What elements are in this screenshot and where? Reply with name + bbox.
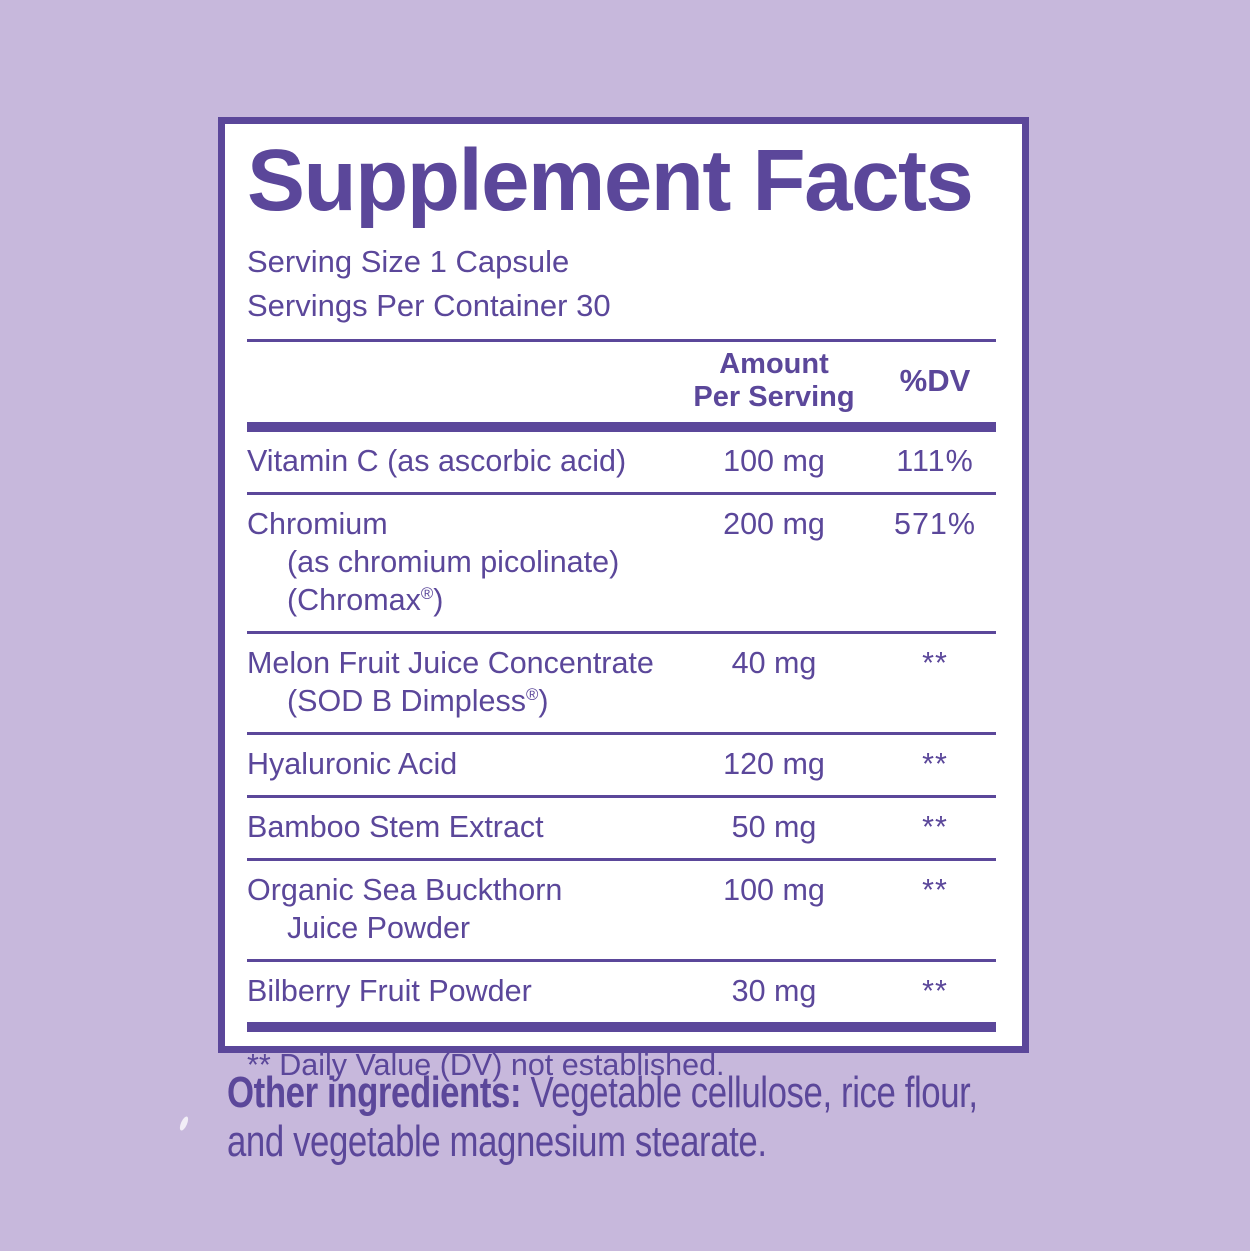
- other-ingredients-label: Other ingredients:: [227, 1068, 522, 1117]
- ingredient-daily-value: **: [922, 747, 948, 781]
- ingredient-daily-value: **: [922, 646, 948, 680]
- print-artifact-mark: [178, 1115, 190, 1132]
- other-ingredients-line-2: and vegetable magnesium stearate.: [227, 1117, 767, 1166]
- ingredient-name-line: Melon Fruit Juice Concentrate: [247, 646, 654, 680]
- rule-above-header: [247, 339, 996, 342]
- table-row: Melon Fruit Juice Concentrate (SOD B Dimp…: [247, 634, 996, 735]
- table-row: Vitamin C (as ascorbic acid) 100 mg 111%: [247, 432, 996, 495]
- ingredient-amount: 100 mg: [723, 444, 825, 478]
- ingredient-name: Bilberry Fruit Powder: [247, 972, 674, 1010]
- ingredient-name-line: (as chromium picolinate): [287, 545, 620, 579]
- ingredient-name: Chromium (as chromium picolinate) (Chromax…: [247, 505, 674, 619]
- ingredient-name-line: (SOD B Dimpless®): [287, 684, 549, 718]
- serving-info: Serving Size 1 Capsule Servings Per Cont…: [247, 240, 996, 328]
- rule-above-footnote: [247, 1022, 996, 1032]
- servings-per-container-line: Servings Per Container 30: [247, 288, 611, 323]
- ingredient-amount: 100 mg: [723, 873, 825, 907]
- ingredient-name-line: Hyaluronic Acid: [247, 747, 458, 781]
- ingredient-name: Hyaluronic Acid: [247, 745, 674, 783]
- ingredient-name-line: (Chromax®): [287, 583, 444, 617]
- ingredient-name-line: Vitamin C (as ascorbic acid): [247, 444, 627, 478]
- ingredient-name: Organic Sea Buckthorn Juice Powder: [247, 871, 674, 947]
- ingredient-name: Vitamin C (as ascorbic acid): [247, 442, 674, 480]
- ingredient-daily-value: 111%: [896, 444, 974, 478]
- amount-header-line: Amount: [719, 348, 829, 380]
- table-row: Bilberry Fruit Powder 30 mg **: [247, 962, 996, 1022]
- ingredient-daily-value: **: [922, 873, 948, 907]
- facts-rows: Vitamin C (as ascorbic acid) 100 mg 111% Ch…: [247, 432, 996, 1022]
- percent-dv-header: %DV: [899, 363, 971, 398]
- panel-title: Supplement Facts: [247, 132, 974, 229]
- table-row: Hyaluronic Acid 120 mg **: [247, 735, 996, 798]
- ingredient-amount: 120 mg: [723, 747, 825, 781]
- rule-below-header: [247, 422, 996, 432]
- other-ingredients-text: Other ingredients: Vegetable cellulose, …: [227, 1068, 1017, 1166]
- ingredient-amount: 40 mg: [731, 646, 817, 680]
- table-row: Organic Sea Buckthorn Juice Powder 100 mg *…: [247, 861, 996, 962]
- ingredient-name-line: Chromium: [247, 507, 388, 541]
- ingredient-name: Melon Fruit Juice Concentrate (SOD B Dimp…: [247, 644, 674, 720]
- other-ingredients-line-1: Other ingredients: Vegetable cellulose, …: [227, 1068, 1017, 1117]
- ingredient-name-line: Bilberry Fruit Powder: [247, 974, 532, 1008]
- ingredient-daily-value: **: [922, 810, 948, 844]
- amount-per-serving-header: Amount Per Serving: [674, 348, 874, 414]
- table-row: Chromium (as chromium picolinate) (Chromax…: [247, 495, 996, 634]
- table-header-row: Amount Per Serving %DV: [247, 342, 996, 422]
- supplement-facts-panel: Supplement Facts Serving Size 1 Capsule …: [218, 117, 1029, 1082]
- ingredient-name-line: Juice Powder: [287, 911, 471, 945]
- ingredient-amount: 30 mg: [731, 974, 817, 1008]
- amount-header-line: Per Serving: [693, 381, 855, 413]
- daily-value-footnote: ** Daily Value (DV) not established.: [247, 1048, 725, 1082]
- ingredient-amount: 200 mg: [723, 507, 825, 541]
- ingredient-name-line: Bamboo Stem Extract: [247, 810, 544, 844]
- ingredient-amount: 50 mg: [731, 810, 817, 844]
- ingredient-name-line: Organic Sea Buckthorn: [247, 873, 563, 907]
- ingredient-name: Bamboo Stem Extract: [247, 808, 674, 846]
- ingredient-daily-value: 571%: [893, 507, 976, 541]
- serving-size-line: Serving Size 1 Capsule: [247, 244, 570, 279]
- other-ingredients-line-1-rest: Vegetable cellulose, rice flour,: [521, 1068, 978, 1117]
- table-row: Bamboo Stem Extract 50 mg **: [247, 798, 996, 861]
- ingredient-daily-value: **: [922, 974, 948, 1008]
